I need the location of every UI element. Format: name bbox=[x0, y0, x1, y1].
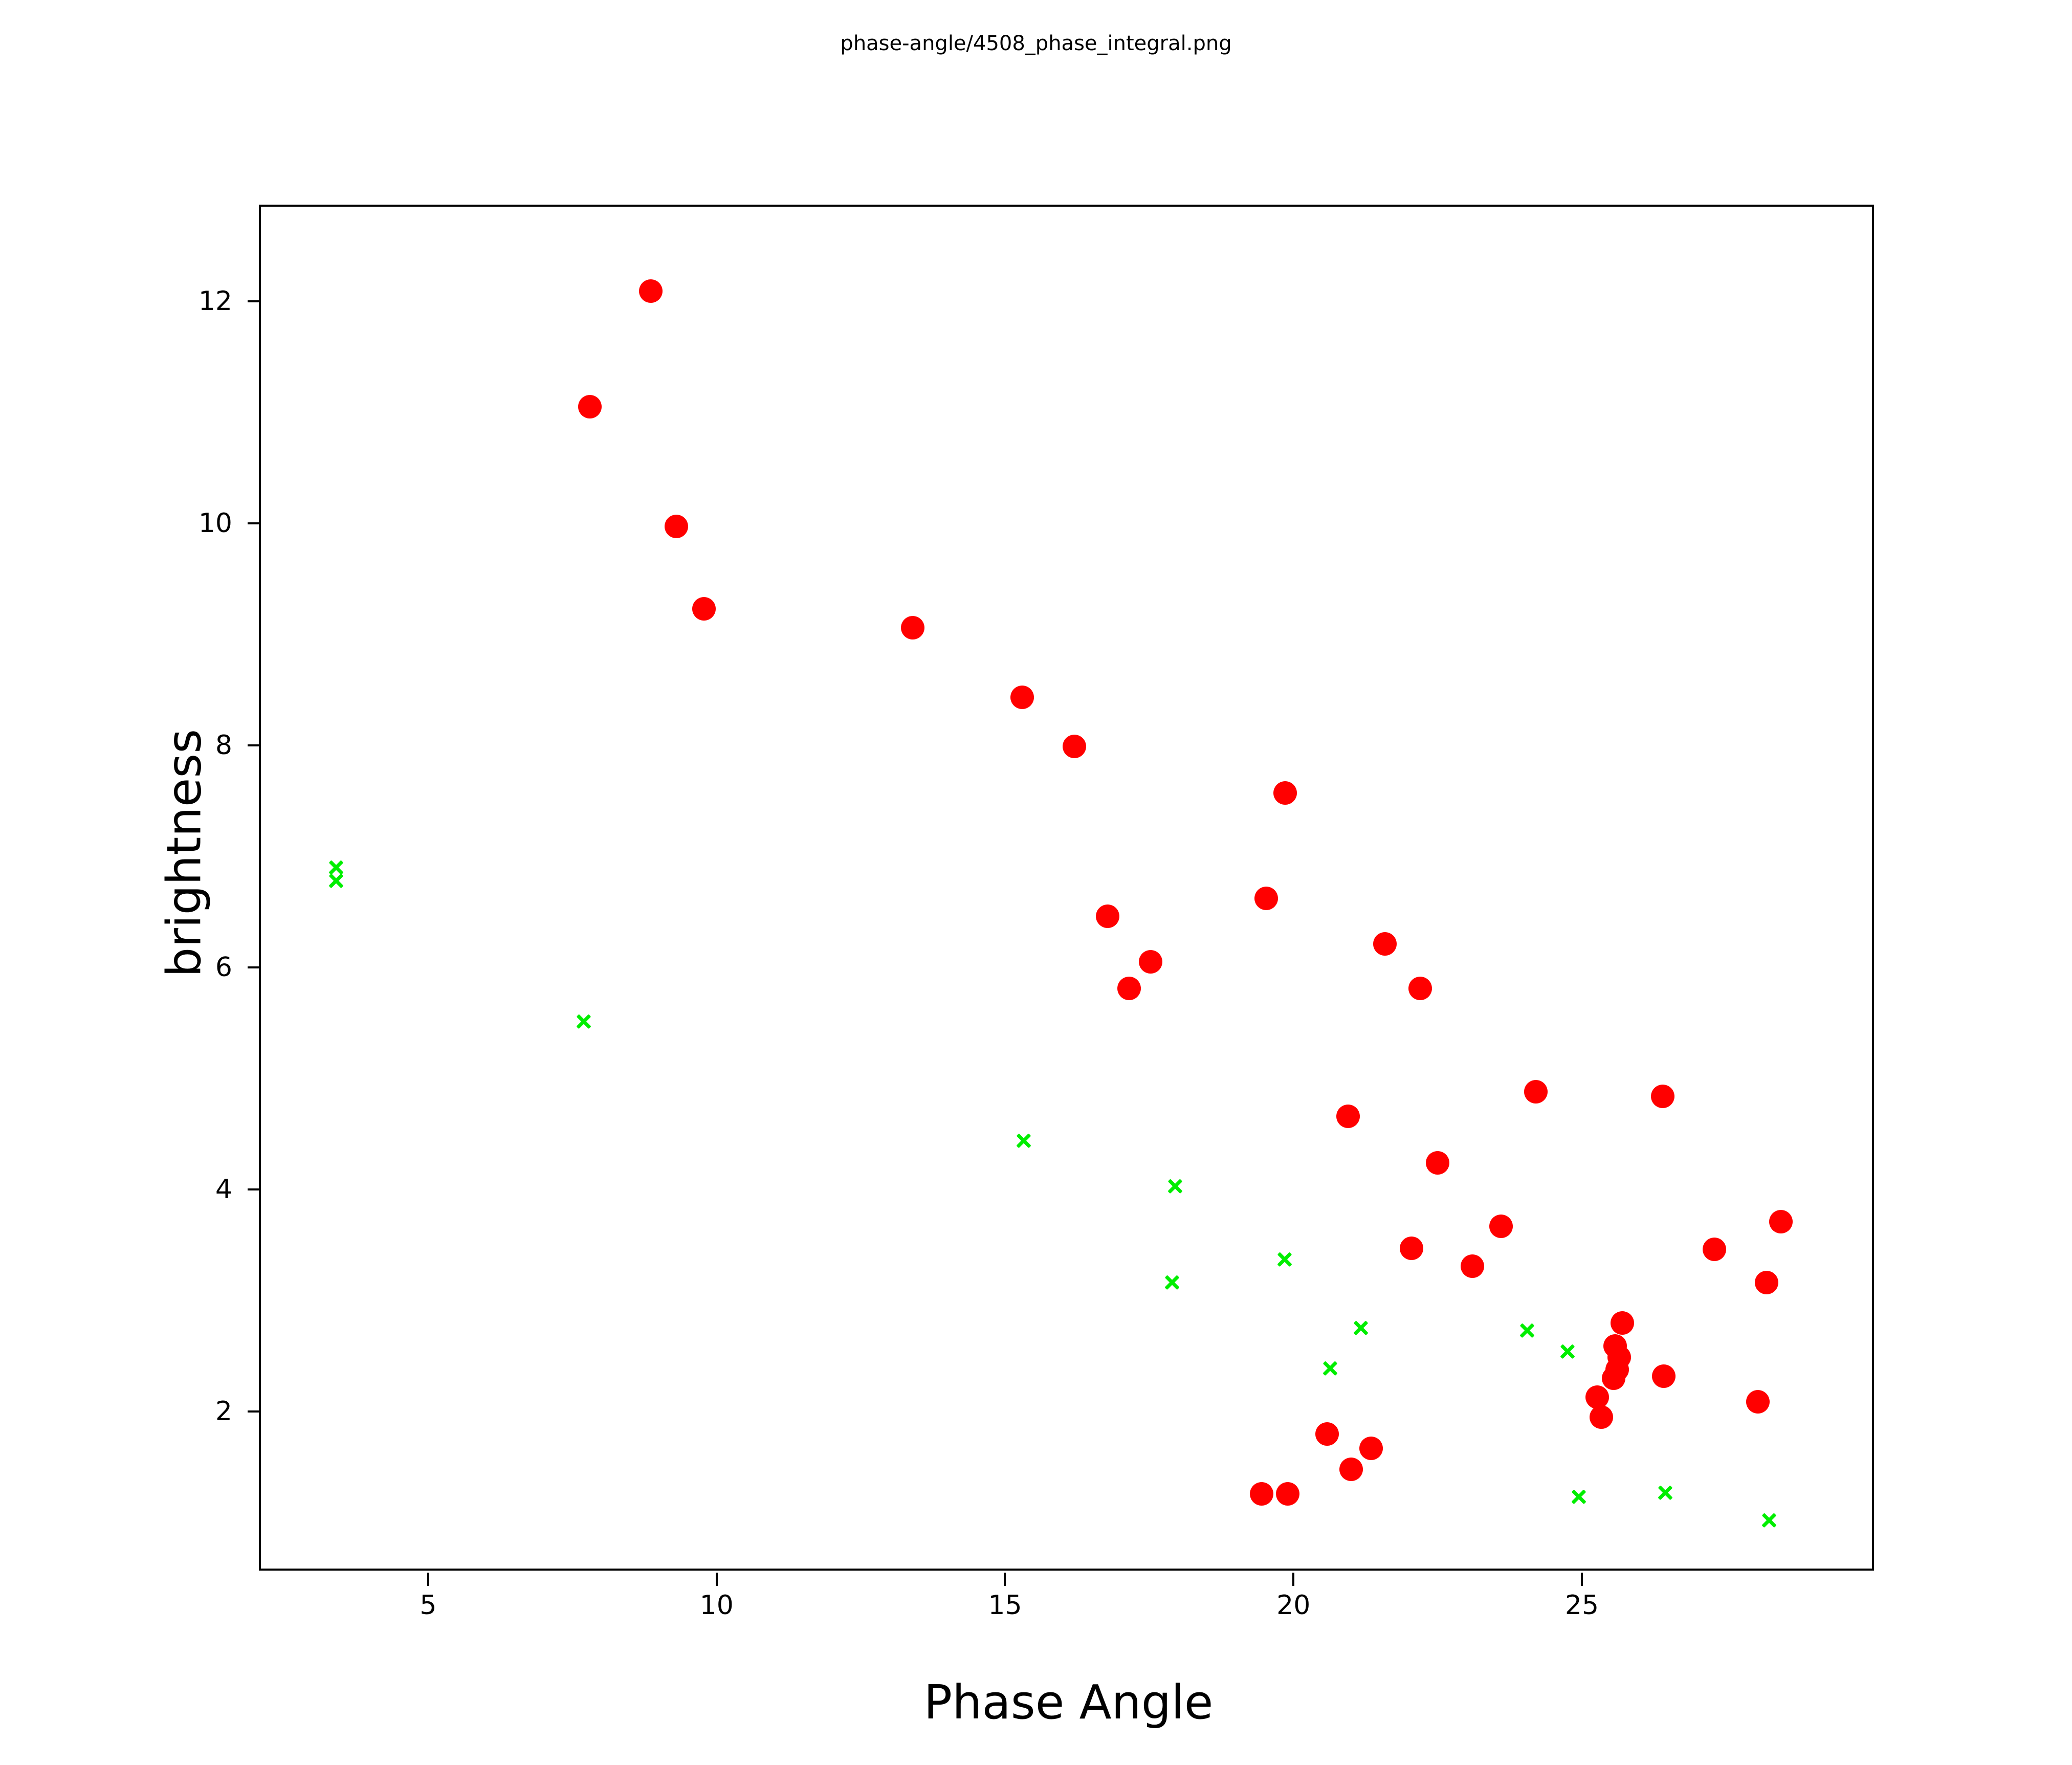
y-tick-12 bbox=[248, 300, 261, 302]
data-point-circle bbox=[1339, 1458, 1363, 1482]
x-tick-label-5: 5 bbox=[420, 1590, 437, 1621]
data-point-cross bbox=[1163, 1274, 1181, 1291]
x-tick-label-25: 25 bbox=[1564, 1590, 1599, 1621]
plot-canvas bbox=[261, 207, 1872, 1569]
y-tick-label-4: 4 bbox=[215, 1174, 232, 1205]
data-point-circle bbox=[1062, 734, 1086, 758]
y-tick-label-8: 8 bbox=[215, 730, 232, 761]
data-point-cross bbox=[575, 1013, 592, 1030]
data-point-cross bbox=[327, 872, 345, 890]
data-point-cross bbox=[1760, 1512, 1778, 1529]
x-tick-label-15: 15 bbox=[988, 1590, 1022, 1621]
data-point-cross bbox=[1321, 1360, 1339, 1377]
data-point-circle bbox=[1373, 932, 1397, 956]
data-point-circle bbox=[1254, 887, 1279, 911]
y-tick-label-6: 6 bbox=[215, 952, 232, 983]
data-point-circle bbox=[1460, 1254, 1484, 1278]
data-point-circle bbox=[692, 597, 716, 621]
x-axis-label: Phase Angle bbox=[923, 1675, 1214, 1730]
data-point-circle bbox=[1754, 1271, 1778, 1295]
data-point-circle bbox=[1769, 1210, 1793, 1234]
y-tick-2 bbox=[248, 1410, 261, 1413]
data-point-circle bbox=[1746, 1389, 1770, 1414]
y-tick-10 bbox=[248, 522, 261, 524]
y-tick-label-2: 2 bbox=[215, 1396, 232, 1427]
data-point-cross bbox=[1657, 1484, 1674, 1502]
data-point-circle bbox=[1650, 1084, 1674, 1108]
plot-frame: brightness Phase Angle 2 4 6 8 10 12 5 10 15 20 25 bbox=[157, 205, 1874, 1730]
data-point-cross bbox=[1570, 1488, 1588, 1506]
x-tick-10 bbox=[715, 1573, 718, 1586]
data-point-circle bbox=[1359, 1436, 1383, 1460]
data-point-circle bbox=[578, 394, 602, 418]
data-point-circle bbox=[1138, 950, 1162, 974]
y-tick-label-10: 10 bbox=[198, 508, 232, 539]
data-point-cross bbox=[1166, 1178, 1184, 1195]
data-point-circle bbox=[1703, 1238, 1727, 1262]
data-point-circle bbox=[1273, 781, 1297, 805]
data-point-circle bbox=[1489, 1214, 1513, 1238]
data-point-circle bbox=[1010, 686, 1034, 710]
y-tick-4 bbox=[248, 1188, 261, 1191]
data-point-circle bbox=[1601, 1366, 1625, 1391]
y-tick-label-12: 12 bbox=[198, 285, 232, 317]
y-tick-8 bbox=[248, 744, 261, 746]
data-point-circle bbox=[1585, 1385, 1610, 1409]
data-point-circle bbox=[1250, 1482, 1274, 1506]
data-point-circle bbox=[1336, 1104, 1360, 1128]
x-tick-15 bbox=[1004, 1573, 1006, 1586]
x-tick-25 bbox=[1580, 1573, 1583, 1586]
data-point-circle bbox=[1408, 977, 1432, 1001]
data-point-circle bbox=[1426, 1151, 1450, 1175]
data-point-circle bbox=[1590, 1405, 1614, 1429]
y-tick-6 bbox=[248, 966, 261, 968]
x-tick-20 bbox=[1292, 1573, 1295, 1586]
data-point-cross bbox=[1015, 1132, 1032, 1150]
data-point-circle bbox=[901, 615, 925, 639]
data-point-circle bbox=[1117, 977, 1141, 1001]
data-point-circle bbox=[1610, 1311, 1634, 1335]
data-point-cross bbox=[1352, 1319, 1370, 1337]
x-tick-label-10: 10 bbox=[699, 1590, 734, 1621]
data-point-circle bbox=[1652, 1364, 1676, 1388]
data-point-circle bbox=[664, 515, 688, 539]
figure-title: phase-angle/4508_phase_integral.png bbox=[840, 32, 1232, 55]
x-tick-label-20: 20 bbox=[1276, 1590, 1311, 1621]
data-point-cross bbox=[1518, 1322, 1536, 1339]
data-point-circle bbox=[1096, 904, 1120, 929]
x-tick-5 bbox=[427, 1573, 429, 1586]
data-point-circle bbox=[1524, 1080, 1548, 1104]
data-point-cross bbox=[1276, 1251, 1293, 1268]
data-point-circle bbox=[1275, 1482, 1299, 1506]
y-axis-label: brightness bbox=[157, 729, 212, 978]
data-point-circle bbox=[1315, 1422, 1339, 1446]
data-point-cross bbox=[1559, 1343, 1576, 1360]
data-point-circle bbox=[639, 279, 663, 303]
data-point-circle bbox=[1400, 1237, 1424, 1261]
